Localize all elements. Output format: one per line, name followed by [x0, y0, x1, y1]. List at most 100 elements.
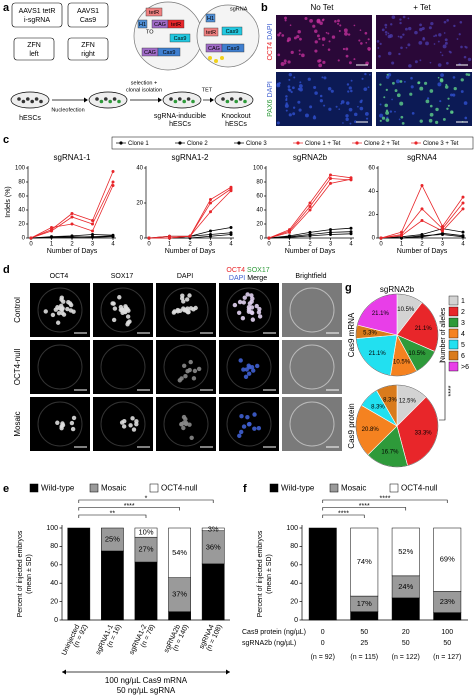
legend-marker: [355, 141, 359, 145]
point: [147, 236, 151, 240]
column-label: SOX17: [111, 273, 134, 280]
speckle: [398, 52, 401, 56]
cell: [112, 97, 117, 101]
point: [441, 233, 444, 236]
speckle: [422, 37, 426, 41]
speckle: [399, 80, 403, 83]
construct-label: tetR: [149, 10, 159, 16]
speckle: [284, 16, 287, 20]
nucleus: [124, 306, 130, 312]
speckle: [319, 99, 323, 103]
speckle: [292, 86, 295, 90]
y-tick-label: 40: [256, 208, 263, 214]
legend-swatch: [89, 483, 99, 493]
cell: [30, 99, 34, 104]
x-tick-label: 3: [329, 242, 333, 248]
panel-label: d: [3, 264, 10, 276]
speckle: [325, 31, 328, 34]
x-tick-label: 0: [267, 242, 271, 248]
plasmid-box: [11, 2, 63, 28]
pie-outline: [355, 293, 439, 377]
speckle: [347, 33, 351, 36]
speckle: [342, 47, 346, 51]
speckle: [402, 33, 405, 36]
arrow-head: [210, 97, 214, 103]
diagram-label: clonal isolation: [126, 87, 162, 93]
diagram-label: Knockout: [221, 113, 250, 120]
column-label: OCT4 SOX17: [226, 267, 269, 274]
speckle: [343, 28, 348, 33]
speckle: [449, 93, 453, 97]
x-tick-label: 4: [111, 242, 115, 248]
legend-label: Mosaic: [341, 484, 366, 493]
speckle: [443, 32, 446, 34]
y-tick-label: 80: [50, 543, 58, 550]
speckle: [319, 94, 323, 98]
speckle: [385, 33, 388, 36]
legend-marker: [119, 141, 123, 145]
speckle: [387, 51, 392, 56]
speckle: [292, 106, 296, 109]
point: [461, 207, 465, 211]
nucleus: [185, 369, 190, 374]
series-line: [149, 188, 232, 239]
cell: [186, 97, 191, 101]
speckle: [284, 19, 287, 22]
speckle: [399, 18, 402, 21]
speckle: [321, 76, 324, 79]
significance-label: ****: [448, 385, 455, 396]
embryo: [226, 344, 272, 390]
speckle: [318, 37, 321, 41]
legend-label: Clone 1 + Tet: [305, 141, 341, 147]
point: [288, 234, 291, 238]
nucleus: [256, 310, 262, 315]
legend-label: OCT4-null: [161, 484, 198, 493]
panel-label: g: [345, 282, 352, 294]
row-label: Cas9 protein (ng/µL): [242, 629, 306, 636]
speckle: [364, 72, 367, 76]
speckle: [280, 61, 285, 66]
construct-box: [157, 47, 181, 57]
legend-label: Clone 2: [187, 141, 208, 147]
speckle: [379, 113, 384, 118]
row-label: sgRNA2b (ng/µL): [242, 640, 296, 647]
point: [308, 205, 312, 208]
speckle: [367, 86, 370, 89]
speckle: [299, 87, 303, 92]
construct-label: H1: [207, 16, 214, 22]
speckle: [456, 38, 459, 40]
speckle: [446, 107, 449, 111]
significance-bracket: [439, 361, 446, 421]
y-tick-label: 100: [46, 525, 58, 532]
legend-swatch: [29, 483, 39, 493]
legend-label: 2: [461, 309, 465, 316]
speckle: [298, 84, 303, 88]
legend-label: Clone 3: [246, 141, 267, 147]
speckle: [298, 108, 302, 112]
speckle: [453, 24, 456, 28]
value-label: 27%: [138, 545, 153, 554]
speckle: [292, 112, 296, 116]
point: [308, 201, 312, 205]
x-tick-label: 3: [441, 242, 445, 248]
speckle: [429, 112, 434, 117]
speckle: [391, 15, 396, 19]
panel-label: a: [3, 2, 10, 14]
speckle: [425, 99, 430, 104]
speckle: [391, 98, 393, 101]
speckle: [442, 117, 446, 121]
nucleus: [125, 314, 131, 319]
point: [209, 198, 212, 201]
y-tick-label: 20: [18, 222, 25, 228]
speckle: [344, 31, 348, 36]
speckle: [316, 18, 321, 23]
speckle: [312, 24, 316, 28]
speckle: [290, 50, 294, 54]
speckle: [288, 113, 292, 117]
row-value: 100: [441, 629, 453, 636]
speckle: [307, 77, 311, 81]
speckle: [369, 73, 371, 76]
nucleus: [182, 363, 187, 369]
speckle: [365, 41, 368, 44]
nucleus: [180, 293, 185, 298]
